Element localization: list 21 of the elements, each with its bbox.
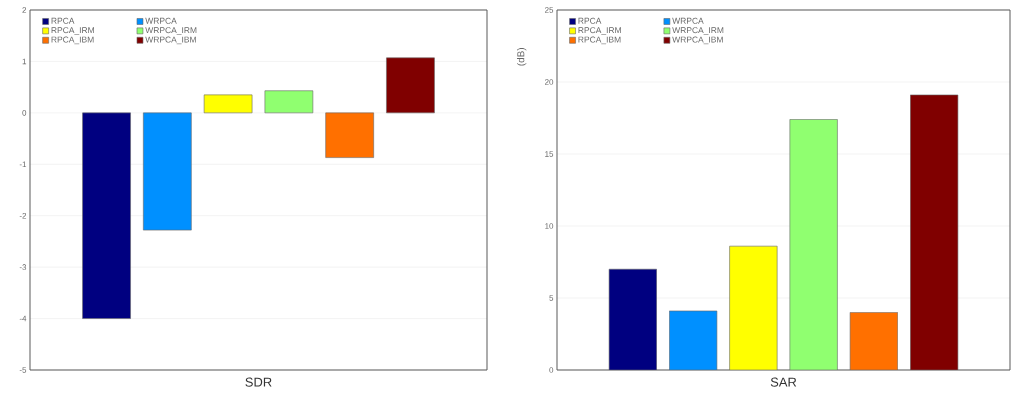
legend-label: WRPCA_IBM — [145, 36, 196, 45]
legend-label: RPCA_IBM — [51, 36, 94, 45]
legend-label: RPCA_IBM — [578, 36, 621, 45]
bar — [82, 112, 131, 319]
bar — [264, 90, 314, 114]
legend-label: RPCA — [51, 17, 75, 24]
bar — [203, 94, 253, 114]
legend-label: RPCA_IRM — [51, 27, 94, 35]
legend-label: RPCA_IRM — [578, 27, 621, 35]
x-tick-label: SDR — [245, 377, 272, 387]
legend-label: RPCA — [578, 17, 602, 24]
legend-label: WRPCA — [672, 17, 704, 24]
legend-label: WRPCA — [145, 17, 177, 24]
x-tick-label: SAR — [770, 377, 797, 387]
legend-label: WRPCA_IBM — [672, 36, 723, 45]
bar — [325, 112, 374, 158]
legend-label: WRPCA_IRM — [145, 27, 197, 35]
bar — [143, 112, 192, 231]
bar — [386, 57, 435, 114]
y-axis-title: (dB) — [517, 48, 527, 66]
legend-label: WRPCA_IRM — [672, 27, 724, 35]
